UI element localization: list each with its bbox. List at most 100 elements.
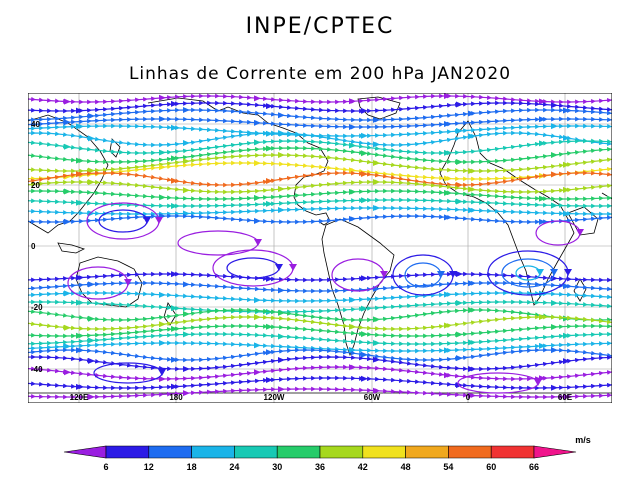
flow-arrow bbox=[266, 376, 273, 383]
flow-arrow bbox=[254, 139, 261, 146]
colorbar-level-label: 42 bbox=[358, 462, 368, 472]
colorbar-swatch bbox=[405, 445, 449, 459]
colorbar-level-label: 60 bbox=[486, 462, 496, 472]
flow-arrow bbox=[254, 95, 261, 102]
flow-arrow bbox=[88, 281, 95, 288]
flow-arrow bbox=[361, 275, 368, 282]
colorbar-level-label: 54 bbox=[443, 462, 453, 472]
colorbar-swatch bbox=[448, 445, 492, 459]
flow-arrow bbox=[158, 369, 166, 376]
coast-indonesia bbox=[57, 242, 86, 254]
flow-arrow bbox=[171, 271, 178, 278]
flow-arrow bbox=[564, 269, 572, 276]
flow-arrow bbox=[563, 393, 570, 400]
flow-arrow bbox=[550, 269, 558, 276]
colorbar-swatch bbox=[105, 445, 150, 459]
colorbar-swatch bbox=[148, 445, 192, 459]
colorbar-swatch bbox=[319, 445, 364, 459]
flow-arrow bbox=[159, 116, 166, 123]
flow-arrow bbox=[551, 300, 558, 307]
flow-arrow bbox=[551, 102, 558, 109]
colorbar-level-label: 12 bbox=[144, 462, 154, 472]
longitude-label: 180 bbox=[169, 393, 183, 402]
longitude-label: 120E bbox=[70, 393, 89, 402]
latitude-label: 0 bbox=[31, 242, 36, 251]
flow-arrow bbox=[373, 179, 380, 186]
colorbar-swatch bbox=[533, 445, 577, 459]
flow-arrow bbox=[171, 325, 178, 332]
flow-arrow bbox=[254, 369, 261, 376]
flow-arrow bbox=[183, 281, 190, 288]
colorbar-level-label: 18 bbox=[187, 462, 197, 472]
flow-arrow bbox=[159, 340, 166, 347]
flow-arrow bbox=[76, 274, 83, 281]
streamline-map: 120E 180 120W 60W 0 60E 40 20 0 -20 -40 bbox=[28, 93, 612, 403]
flow-arrow bbox=[266, 145, 273, 152]
flow-arrow bbox=[456, 101, 463, 108]
flow-arrow bbox=[563, 107, 570, 114]
flow-arrow bbox=[449, 271, 457, 278]
flow-arrow bbox=[183, 390, 190, 397]
streamline bbox=[28, 347, 612, 363]
flow-arrow bbox=[468, 307, 475, 314]
flow-arrow bbox=[539, 218, 546, 225]
flow-arrow bbox=[563, 358, 570, 365]
flow-arrow bbox=[183, 107, 190, 114]
flow-arrow bbox=[171, 100, 178, 107]
flow-arrow bbox=[468, 133, 475, 140]
flow-arrow bbox=[536, 269, 544, 276]
colorbar-level-label: 36 bbox=[315, 462, 325, 472]
longitude-label: 60E bbox=[558, 393, 573, 402]
flow-arrow bbox=[183, 331, 190, 338]
map-title: Linhas de Corrente em 200 hPa JAN2020 bbox=[128, 64, 512, 84]
flow-arrow bbox=[551, 323, 558, 330]
flow-arrow bbox=[266, 349, 273, 356]
flow-arrow bbox=[349, 188, 356, 195]
flow-arrow bbox=[275, 264, 283, 271]
streamline bbox=[28, 386, 612, 400]
flow-arrow bbox=[563, 283, 570, 290]
flow-arrow bbox=[551, 347, 558, 354]
agency-title: INPE/CPTEC bbox=[245, 14, 395, 39]
streamline bbox=[28, 213, 612, 225]
colorbar-swatch bbox=[63, 445, 107, 459]
colorbar-labels: 6 12 18 24 30 36 42 48 54 60 66 bbox=[103, 462, 539, 472]
flow-arrow bbox=[278, 130, 285, 137]
streamlines bbox=[28, 93, 612, 400]
latitude-label: -40 bbox=[31, 365, 43, 374]
flow-arrow bbox=[254, 239, 262, 246]
flow-arrow bbox=[576, 229, 584, 236]
flow-arrow bbox=[76, 347, 83, 354]
latitude-label: 40 bbox=[31, 120, 40, 129]
flow-arrow bbox=[468, 280, 475, 287]
colorbar-level-label: 24 bbox=[229, 462, 239, 472]
flow-arrow bbox=[266, 103, 273, 110]
flow-arrow bbox=[76, 199, 83, 206]
flow-arrow bbox=[155, 217, 163, 224]
map-background bbox=[28, 93, 612, 403]
colorbar-unit: m/s bbox=[575, 435, 591, 445]
flow-arrow bbox=[444, 214, 451, 221]
colorbar-level-label: 30 bbox=[272, 462, 282, 472]
flow-arrow bbox=[361, 197, 368, 204]
flow-arrow bbox=[444, 93, 451, 100]
flow-arrow bbox=[278, 207, 285, 214]
flow-arrow bbox=[456, 299, 463, 306]
colorbar-swatch bbox=[234, 445, 278, 459]
colorbar-level-label: 6 bbox=[103, 462, 108, 472]
colorbar-level-label: 66 bbox=[529, 462, 539, 472]
flow-arrow bbox=[444, 189, 451, 196]
flow-arrow bbox=[380, 271, 388, 278]
flow-arrow bbox=[563, 332, 570, 339]
flow-arrow bbox=[64, 188, 71, 195]
flow-arrow bbox=[539, 342, 546, 349]
flow-arrow bbox=[468, 392, 475, 399]
flow-arrow bbox=[171, 124, 178, 131]
flow-arrow bbox=[266, 200, 273, 207]
streamline bbox=[28, 331, 612, 347]
latitude-labels: 40 20 0 -20 -40 bbox=[31, 120, 43, 374]
flow-arrow bbox=[456, 271, 463, 278]
flow-arrow bbox=[254, 217, 261, 224]
flow-arrow bbox=[64, 290, 71, 297]
flow-arrow bbox=[64, 218, 71, 225]
